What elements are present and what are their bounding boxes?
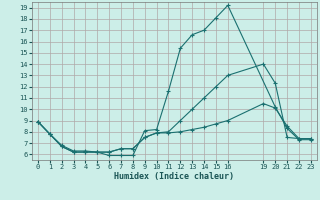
X-axis label: Humidex (Indice chaleur): Humidex (Indice chaleur)	[115, 172, 234, 181]
